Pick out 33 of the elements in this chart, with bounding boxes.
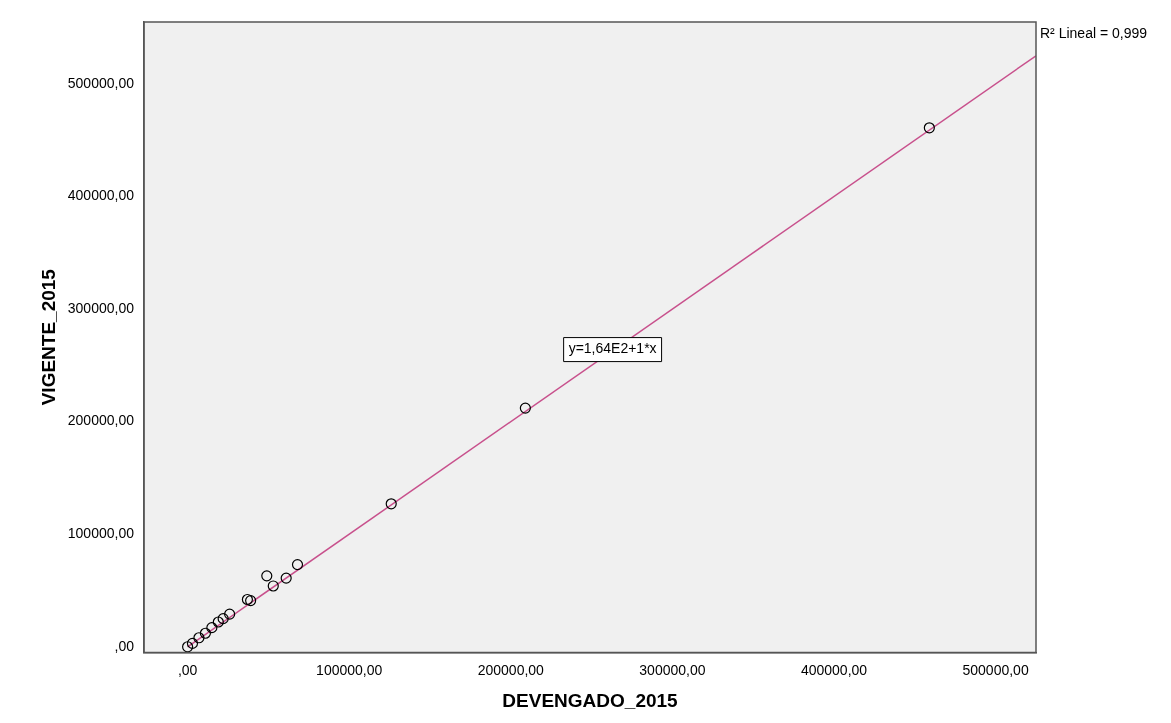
point: [385, 498, 397, 510]
annotation: y=1,64E2+1*x: [568, 340, 657, 357]
x-tick-label: ,00: [177, 661, 198, 678]
point: [182, 641, 194, 653]
point: [186, 637, 199, 649]
x-axis-title: DEVENGADO_2015: [502, 689, 679, 711]
point: [519, 402, 531, 414]
x-tick-label: 400000,00: [800, 661, 868, 678]
point: [193, 632, 205, 644]
text: R² Lineal = 0,999: [1040, 24, 1148, 41]
point: [199, 627, 211, 639]
y-tick-label: 400000,00: [67, 187, 135, 204]
point: [923, 122, 935, 134]
x-tick-label: 200000,00: [477, 661, 545, 678]
point: [212, 616, 224, 628]
point: [261, 570, 273, 582]
point: [291, 558, 304, 571]
x-tick-label: 500000,00: [962, 661, 1029, 678]
point: [206, 622, 218, 634]
point: [267, 580, 279, 592]
x-tick-label: 300000,00: [639, 661, 706, 678]
x-tick-label: 100000,00: [316, 661, 383, 678]
y-tick-label: 100000,00: [67, 525, 135, 542]
point: [280, 572, 292, 584]
y-tick-label: ,00: [114, 637, 135, 654]
point: [224, 608, 236, 620]
y-tick-label: 300000,00: [67, 299, 135, 316]
y-axis-title: VIGENTE_2015: [37, 268, 59, 406]
point: [217, 613, 229, 625]
point: [241, 593, 253, 606]
point: [245, 595, 257, 607]
y-tick-label: 500000,00: [67, 74, 135, 91]
y-tick-label: 200000,00: [67, 412, 135, 429]
